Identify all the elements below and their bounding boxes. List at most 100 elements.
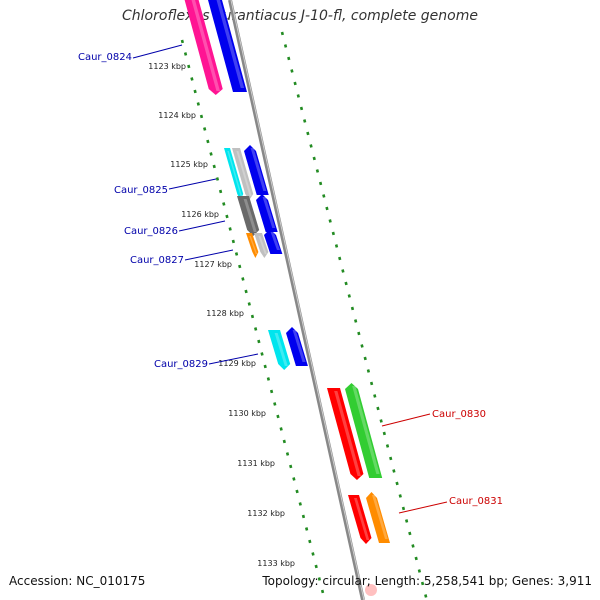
gene-feature-shade — [236, 151, 252, 196]
gene-label: Caur_0826 — [124, 226, 178, 237]
kbp-tick-label: 1130 kbp — [228, 409, 266, 418]
outer-tick-mark — [263, 364, 267, 369]
inner-tick-mark — [357, 331, 361, 336]
outer-tick-mark — [317, 577, 322, 581]
outer-tick-mark — [228, 227, 232, 231]
inner-tick-mark — [312, 156, 316, 161]
kbp-tick-label: 1133 kbp — [257, 559, 295, 568]
outer-tick-mark — [298, 502, 302, 506]
kbp-tick-label: 1132 kbp — [247, 509, 285, 518]
gene-feature-arrow — [184, 0, 223, 95]
inner-tick-mark — [395, 481, 399, 486]
gene-feature-arrow — [256, 194, 278, 232]
inner-tick-mark — [360, 344, 364, 348]
inner-tick-mark — [280, 31, 285, 36]
inner-tick-mark — [299, 106, 304, 111]
outer-tick-mark — [244, 289, 248, 294]
gene-feature-arrow — [254, 233, 269, 258]
inner-tick-mark — [293, 81, 297, 86]
inner-tick-mark — [331, 231, 335, 236]
gene-feature-shade — [250, 148, 267, 191]
outer-tick-mark — [203, 127, 207, 131]
gene-feature-arrow — [237, 196, 260, 236]
feature-marker — [365, 584, 377, 596]
inner-tick-mark — [392, 469, 396, 473]
gene-label-leader — [132, 44, 183, 59]
gene-feature-arrow — [246, 233, 259, 258]
gene-feature-shade — [270, 232, 280, 250]
inner-tick-mark — [347, 294, 351, 298]
gene-feature-arrow — [327, 388, 364, 480]
outer-tick-mark — [305, 527, 309, 531]
inner-tick-mark — [398, 494, 402, 498]
outer-tick-mark — [234, 252, 239, 256]
backbone-highlight — [230, 0, 365, 600]
kbp-tick-label: 1129 kbp — [218, 359, 256, 368]
kbp-tick-label: 1126 kbp — [181, 210, 219, 219]
outer-tick-mark — [289, 464, 293, 469]
gene-feature-arrow — [345, 383, 383, 478]
outer-tick-mark — [266, 377, 271, 381]
inner-tick-mark — [420, 581, 425, 586]
gene-feature-shade — [258, 236, 267, 254]
outer-tick-mark — [225, 214, 229, 219]
gene-feature-arrow — [232, 148, 254, 200]
outer-tick-mark — [187, 64, 191, 69]
inner-tick-mark — [424, 594, 428, 598]
outer-tick-mark — [308, 539, 312, 544]
genome-summary-text: Topology: circular; Length: 5,258,541 bp… — [262, 574, 592, 588]
gene-feature-shade — [274, 333, 288, 366]
gene-feature-shade — [292, 330, 306, 362]
outer-tick-mark — [241, 277, 245, 281]
gene-label-leader — [208, 353, 259, 365]
inner-tick-mark — [325, 206, 329, 211]
accession-text: Accession: NC_010175 — [9, 574, 146, 588]
gene-feature-arrow — [348, 495, 372, 544]
inner-tick-mark — [350, 306, 355, 311]
outer-tick-mark — [183, 52, 188, 56]
gene-feature-arrow — [224, 148, 244, 200]
outer-tick-mark — [222, 202, 226, 206]
gene-label: Caur_0825 — [114, 185, 168, 196]
inner-tick-mark — [389, 456, 393, 461]
outer-tick-mark — [199, 114, 204, 119]
kbp-tick-label: 1127 kbp — [194, 260, 232, 269]
gene-label-leader — [381, 413, 431, 427]
backbone-line — [228, 0, 365, 600]
outer-tick-mark — [273, 402, 277, 406]
outer-tick-mark — [193, 89, 197, 94]
outer-tick-mark — [215, 177, 220, 181]
gene-label: Caur_0829 — [154, 359, 208, 370]
inner-tick-mark — [309, 144, 313, 148]
inner-tick-mark — [405, 519, 409, 523]
outer-tick-mark — [231, 239, 235, 244]
gene-feature-arrow — [286, 327, 308, 366]
gene-label-leader — [184, 249, 234, 261]
outer-tick-mark — [260, 352, 264, 356]
inner-tick-mark — [344, 281, 348, 286]
gene-feature-arrow — [244, 145, 269, 195]
inner-tick-mark — [328, 219, 332, 223]
gene-label: Caur_0831 — [449, 496, 503, 507]
outer-tick-mark — [279, 427, 283, 431]
outer-tick-mark — [180, 39, 185, 44]
gene-label: Caur_0830 — [432, 409, 486, 420]
inner-tick-mark — [318, 181, 323, 186]
inner-tick-mark — [411, 544, 415, 548]
inner-tick-mark — [385, 444, 390, 448]
gene-feature-arrow — [208, 0, 247, 92]
inner-tick-mark — [373, 394, 377, 398]
outer-tick-mark — [238, 264, 242, 269]
gene-feature-shade — [372, 495, 388, 539]
inner-tick-mark — [363, 356, 367, 361]
inner-tick-mark — [290, 69, 294, 73]
inner-tick-mark — [306, 131, 310, 136]
outer-tick-mark — [320, 589, 325, 594]
outer-tick-mark — [295, 489, 299, 494]
kbp-tick-label: 1124 kbp — [158, 111, 196, 120]
gene-feature-arrow — [268, 330, 291, 370]
inner-tick-mark — [283, 44, 288, 48]
inner-tick-mark — [376, 406, 380, 411]
inner-tick-mark — [322, 194, 326, 198]
